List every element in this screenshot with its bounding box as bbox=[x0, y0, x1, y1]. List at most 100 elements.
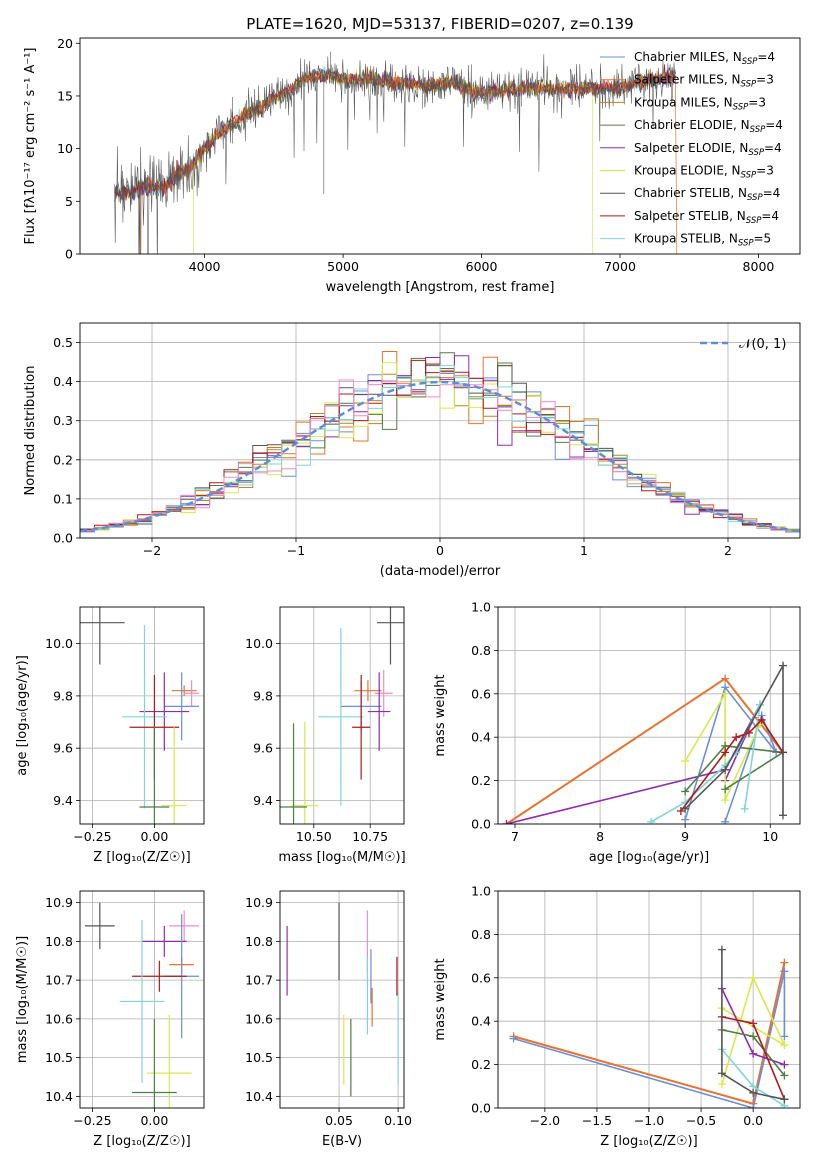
y-axis-label: age [log₁₀(age/yr)] bbox=[15, 655, 30, 776]
y-tick-label: 10 bbox=[57, 141, 73, 156]
weight-marker-kroupa_elodie bbox=[717, 1080, 726, 1089]
x-tick-label: 0.05 bbox=[325, 1113, 353, 1128]
weight-marker-salpeter_stelib bbox=[721, 748, 730, 757]
weight-marker-chabrier_stelib bbox=[778, 811, 787, 820]
weight-marker-chabrier_miles bbox=[780, 1032, 789, 1041]
y-tick-label: 0.4 bbox=[53, 374, 73, 389]
y-tick-label: 9.8 bbox=[253, 688, 273, 703]
weight-marker-salpeter_stelib bbox=[676, 806, 685, 815]
y-tick-label: 0 bbox=[65, 247, 73, 262]
x-tick-label: 8000 bbox=[743, 259, 775, 274]
x-tick-label: 10.50 bbox=[296, 829, 332, 844]
x-axis-label: wavelength [Angstrom, rest frame] bbox=[326, 280, 555, 295]
y-tick-label: 9.4 bbox=[53, 793, 73, 808]
frame-mass-weight-vs-Z bbox=[497, 890, 801, 1109]
weight-line-kroupa_stelib bbox=[650, 704, 761, 823]
weight-marker-chabrier_stelib bbox=[717, 1069, 726, 1078]
axes-mass-vs-EBV: 0.05 0.10 10.4 10.5 10.6 10.7 10.8 10.9 E(B-V) bbox=[245, 891, 412, 1149]
y-tick-label: 20 bbox=[57, 36, 73, 51]
x-axis-label: Z [log₁₀(Z/Z☉)] bbox=[93, 850, 190, 865]
legend-label: Chabrier MILES, NSSP=4 bbox=[634, 50, 775, 67]
weight-marker-chabrier_stelib bbox=[717, 945, 726, 954]
weight-marker-chabrier_miles bbox=[721, 817, 730, 824]
frame-mass-vs-Z bbox=[79, 890, 205, 1109]
weight-marker-kroupa_stelib bbox=[740, 804, 749, 813]
x-tick-label: 8 bbox=[596, 829, 604, 844]
y-tick-label: 0.0 bbox=[471, 817, 491, 832]
x-tick-label: −2.0 bbox=[530, 1113, 560, 1128]
x-tick-label: 0.0 bbox=[743, 1113, 763, 1128]
weight-marker-chabrier_stelib bbox=[749, 1088, 758, 1097]
weight-marker-chabrier_elodie bbox=[780, 1071, 789, 1080]
x-tick-label: 10.75 bbox=[352, 829, 388, 844]
frame-mass-weight-vs-age bbox=[497, 606, 801, 825]
weight-marker-kroupa_elodie bbox=[721, 689, 730, 698]
weight-line-chabrier_miles bbox=[513, 971, 786, 1108]
y-tick-label: 9.4 bbox=[253, 793, 273, 808]
y-tick-label: 10.9 bbox=[245, 895, 273, 910]
x-tick-label: −1.5 bbox=[582, 1113, 612, 1128]
y-tick-label: 0.1 bbox=[53, 491, 73, 506]
x-axis-label: (data-model)/error bbox=[380, 564, 501, 579]
y-tick-label: 10.8 bbox=[45, 934, 73, 949]
weight-marker-salpeter_stelib bbox=[757, 715, 766, 724]
weight-line-chabrier_miles bbox=[684, 685, 777, 823]
y-tick-label: 10.8 bbox=[245, 934, 273, 949]
weight-marker-salpeter_miles bbox=[780, 958, 789, 967]
x-tick-label: 1 bbox=[580, 543, 588, 558]
errorbars-mass-vs-Z bbox=[84, 902, 200, 1108]
weight-marker-salpeter_stelib bbox=[732, 733, 741, 742]
legend-label: Kroupa ELODIE, NSSP=3 bbox=[634, 164, 774, 181]
y-tick-label: 0.8 bbox=[471, 643, 491, 658]
x-axis-label: mass [log₁₀(M/M☉)] bbox=[278, 850, 405, 865]
legend-label: Kroupa STELIB, NSSP=5 bbox=[634, 232, 771, 249]
x-tick-label: 0.00 bbox=[140, 829, 168, 844]
x-tick-label: −1 bbox=[287, 543, 305, 558]
frame-mass-vs-EBV bbox=[279, 890, 405, 1109]
y-tick-label: 0.4 bbox=[471, 730, 491, 745]
y-tick-label: 0.2 bbox=[53, 452, 73, 467]
y-tick-label: 9.8 bbox=[53, 688, 73, 703]
x-tick-label: −0.25 bbox=[73, 1113, 111, 1128]
weight-marker-kroupa_stelib bbox=[647, 817, 656, 824]
axes-mass-weight-vs-Z: −2.0 −1.5 −1.0 −0.5 0.0 0.0 0.2 0.4 0.6 0.8 1.0 Z [… bbox=[433, 884, 800, 1149]
weight-marker-chabrier_miles bbox=[749, 1104, 758, 1108]
weight-line-chabrier_stelib bbox=[684, 662, 784, 816]
spectrum-frame bbox=[79, 37, 801, 255]
x-tick-label: 4000 bbox=[189, 259, 221, 274]
x-tick-label: −1.0 bbox=[634, 1113, 664, 1128]
residual-histograms bbox=[80, 351, 800, 534]
x-tick-label: 5000 bbox=[327, 259, 359, 274]
weight-marker-salpeter_elodie bbox=[749, 1049, 758, 1058]
y-axis-label: Flux [fλ10⁻¹⁷ erg cm⁻² s⁻¹ A⁻¹] bbox=[23, 48, 38, 245]
normal-curve bbox=[80, 380, 800, 533]
x-tick-label: 7 bbox=[511, 829, 519, 844]
y-axis-label: mass [log₁₀(M/M☉)] bbox=[15, 936, 30, 1063]
x-tick-label: 10 bbox=[762, 829, 778, 844]
y-tick-label: 10.4 bbox=[245, 1089, 273, 1104]
axes-age-vs-Z: −0.25 0.00 9.4 9.6 9.8 10.0 Z [log₁₀(Z/Z☉)] age… bbox=[15, 607, 204, 865]
y-tick-label: 0.2 bbox=[471, 773, 491, 788]
weight-marker-salpeter_stelib bbox=[749, 1019, 758, 1028]
y-tick-label: 0.0 bbox=[53, 531, 73, 546]
weight-marker-chabrier_stelib bbox=[681, 804, 690, 813]
x-axis-label: age [log₁₀(age/yr)] bbox=[589, 850, 710, 865]
errorbars-age-vs-mass bbox=[280, 607, 404, 824]
frame-age-vs-Z bbox=[79, 606, 205, 825]
y-tick-label: 0.0 bbox=[471, 1101, 491, 1116]
axes-spectrum: 4000 5000 6000 7000 8000 0 5 10 15 20 wavelength [… bbox=[23, 36, 774, 295]
legend-label: Salpeter STELIB, NSSP=4 bbox=[634, 209, 779, 226]
y-tick-label: 10.4 bbox=[45, 1089, 73, 1104]
errorbars-age-vs-Z bbox=[80, 607, 200, 824]
weight-marker-kroupa_elodie bbox=[749, 973, 758, 982]
y-tick-label: 10.0 bbox=[45, 636, 73, 651]
legend-label: Salpeter ELODIE, NSSP=4 bbox=[634, 141, 782, 158]
x-tick-label: 0 bbox=[436, 543, 444, 558]
axes-mass-weight-vs-age: 7 8 9 10 0.0 0.2 0.4 0.6 0.8 1.0 age [log₁₀(age/yr… bbox=[433, 600, 800, 865]
y-tick-label: 10.9 bbox=[45, 895, 73, 910]
x-axis-label: E(B-V) bbox=[322, 1134, 362, 1149]
weight-marker-chabrier_miles bbox=[509, 1034, 518, 1043]
y-tick-label: 9.6 bbox=[53, 741, 73, 756]
legend-label: Chabrier STELIB, NSSP=4 bbox=[634, 186, 780, 203]
